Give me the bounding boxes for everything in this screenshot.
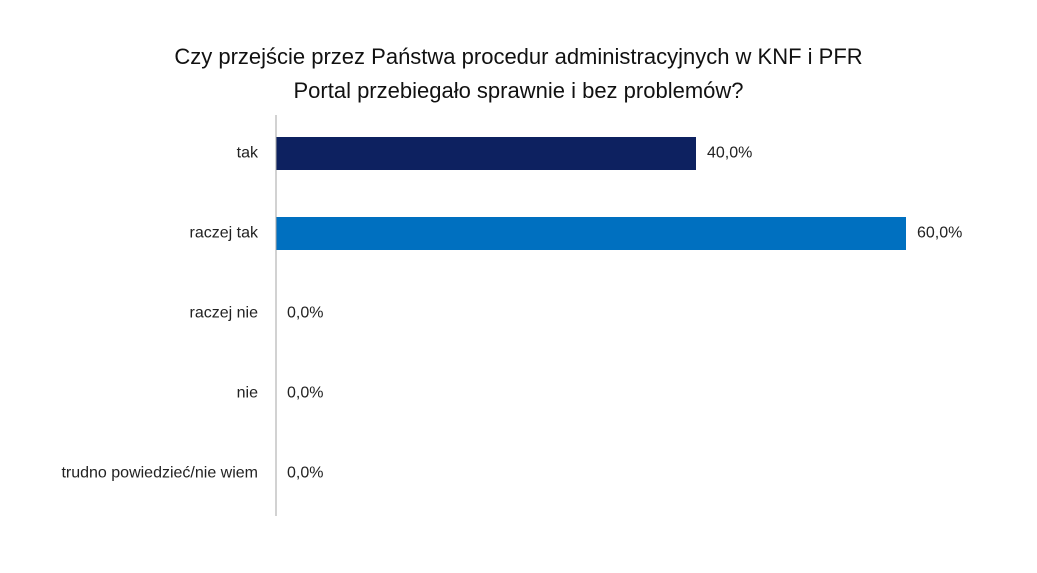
category-label-0: tak (237, 145, 259, 162)
chart-title-line-1: Czy przejście przez Państwa procedur adm… (174, 44, 863, 69)
category-label-3: nie (237, 385, 258, 402)
chart-title: Czy przejście przez Państwa procedur adm… (0, 40, 1037, 108)
value-label-3: 0,0% (287, 385, 323, 402)
value-label-0: 40,0% (707, 145, 752, 162)
bar-1 (276, 217, 906, 250)
chart-title-line-2: Portal przebiegało sprawnie i bez proble… (293, 78, 744, 103)
value-label-2: 0,0% (287, 305, 323, 322)
category-label-2: raczej nie (190, 305, 259, 322)
value-label-4: 0,0% (287, 465, 323, 482)
category-label-4: trudno powiedzieć/nie wiem (61, 465, 258, 482)
bar-0 (276, 137, 696, 170)
category-label-1: raczej tak (190, 225, 259, 242)
value-label-1: 60,0% (917, 225, 962, 242)
